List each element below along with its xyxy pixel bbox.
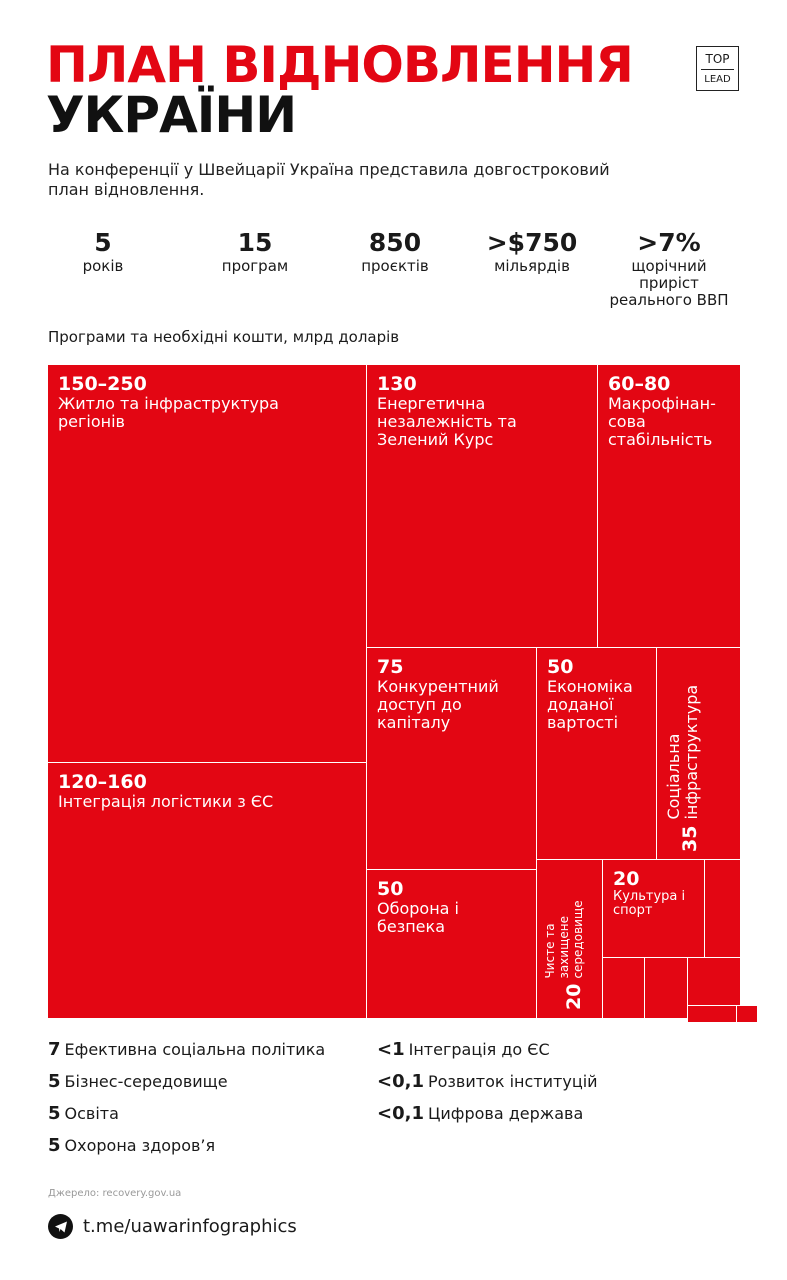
cell-value: 50 [377,878,404,900]
legend-value: 5 [48,1103,61,1124]
cell-environment: 20 Чисте та захищене середовище [536,859,604,1019]
legend-label: Цифрова держава [427,1104,584,1123]
legend-item: 7 Ефективна соціальна політика [48,1034,325,1066]
logo-top-text: TOP [705,52,730,66]
stat-programs: 15 програм [185,228,325,275]
cell-label: Житло та інфраструктура регіонів [58,394,279,431]
legend-value: <0,1 [377,1071,424,1092]
cell-label: Оборона і безпека [377,899,459,936]
cell-housing: 150–250 Житло та інфраструктура регіонів [47,364,368,764]
legend-item: 5 Бізнес-середовище [48,1066,325,1098]
legend-label: Інтеграція до ЄС [408,1040,550,1059]
cell-defense: 50 Оборона і безпека [366,869,538,1019]
cell-value: 50 [547,656,574,678]
stat-value: 15 [237,228,273,257]
legend-value: <1 [377,1039,405,1060]
treemap: 150–250 Житло та інфраструктура регіонів … [47,364,758,1023]
telegram-link-text[interactable]: t.me/uawarinfographics [83,1216,297,1237]
stat-label: щорічний приріст реального ВВП [609,257,729,309]
legend-value: 5 [48,1135,61,1156]
cell-logistics: 120–160 Інтеграція логістики з ЄС [47,762,368,1019]
cell-value: 120–160 [58,771,147,793]
legend-value: 5 [48,1071,61,1092]
legend-item: 5 Охорона здоров’я [48,1130,325,1162]
title-line-1: ПЛАН ВІДНОВЛЕННЯ [46,36,634,94]
cell-label: Конкурентний доступ до капіталу [377,677,499,732]
cell-value: 130 [377,373,417,395]
cell-education [644,957,689,1019]
source-text: Джерело: recovery.gov.ua [48,1188,182,1199]
cell-label: Культура і спорт [613,889,686,918]
title-line-2: УКРАЇНИ [46,86,297,144]
page-title: ПЛАН ВІДНОВЛЕННЯ УКРАЇНИ [46,36,634,144]
cell-label: Чисте та захищене середовище [543,900,585,979]
top-lead-logo: TOP LEAD [696,46,739,91]
legend-label: Освіта [64,1104,119,1123]
telegram-link[interactable]: t.me/uawarinfographics [48,1214,297,1239]
cell-value: 60–80 [608,373,671,395]
legend-item: <0,1 Цифрова держава [377,1098,598,1130]
legend-item: <1 Інтеграція до ЄС [377,1034,598,1066]
legend-right: <1 Інтеграція до ЄС <0,1 Розвиток інституц… [377,1034,598,1130]
cell-health [687,957,741,1007]
legend-value: 7 [48,1039,61,1060]
stat-projects: 850 проєктів [325,228,465,275]
rotated-label: 20 Чисте та захищене середовище [543,860,585,1010]
cell-capital: 75 Конкурентний доступ до капіталу [366,647,538,871]
stat-label: років [82,257,124,275]
legend-left: 7 Ефективна соціальна політика 5 Бізнес-се… [48,1034,325,1162]
stat-value: >7% [637,228,701,257]
cell-label: Соціальна інфраструктура [664,684,701,820]
cell-business [602,957,646,1019]
cell-label: Макрофінан-сова стабільність [608,394,716,449]
cell-culture: 20 Культура і спорт [602,859,706,959]
stat-value: 850 [368,228,422,257]
cell-label: Інтеграція логістики з ЄС [58,792,274,811]
stat-value: >$750 [486,228,578,257]
legend-value: <0,1 [377,1103,424,1124]
cell-eu-integration [687,1005,738,1023]
chart-title: Програми та необхідні кошти, млрд доларі… [48,328,400,346]
legend-item: <0,1 Розвиток інституцій [377,1066,598,1098]
stats-row: 5 років 15 програм 850 проєктів >$750 мільяр… [48,228,748,318]
legend-label: Розвиток інституцій [427,1072,598,1091]
stat-label: мільярдів [494,257,570,275]
cell-value: 20 [613,868,640,890]
cell-label: Енергетична незалежність та Зелений Курс [377,394,517,449]
cell-social-policy [704,859,741,959]
logo-bottom-text: LEAD [701,69,734,87]
stat-label: проєктів [361,257,429,275]
cell-macrofinance: 60–80 Макрофінан-сова стабільність [597,364,741,649]
cell-value: 75 [377,656,404,678]
telegram-icon [48,1214,73,1239]
cell-value: 20 [563,983,585,1010]
cell-social-infra: 35 Соціальна інфраструктура [656,647,741,861]
legend-label: Бізнес-середовище [64,1072,228,1091]
cell-value: 35 [679,825,701,852]
stat-years: 5 років [33,228,173,275]
cell-value-economy: 50 Економіка доданої вартості [536,647,658,861]
cell-institutions [736,1005,758,1023]
stat-billions: >$750 мільярдів [462,228,602,275]
legend-item: 5 Освіта [48,1098,325,1130]
intro-text: На конференції у Швейцарії Україна предс… [48,160,610,199]
stat-value: 5 [94,228,112,257]
cell-value: 150–250 [58,373,147,395]
legend-label: Ефективна соціальна політика [64,1040,326,1059]
cell-label: Економіка доданої вартості [547,677,633,732]
stat-label: програм [221,257,289,275]
rotated-label: 35 Соціальна інфраструктура [664,652,701,852]
stat-gdp: >7% щорічний приріст реального ВВП [600,228,738,309]
cell-energy: 130 Енергетична незалежність та Зелений К… [366,364,599,649]
legend-label: Охорона здоров’я [64,1136,216,1155]
